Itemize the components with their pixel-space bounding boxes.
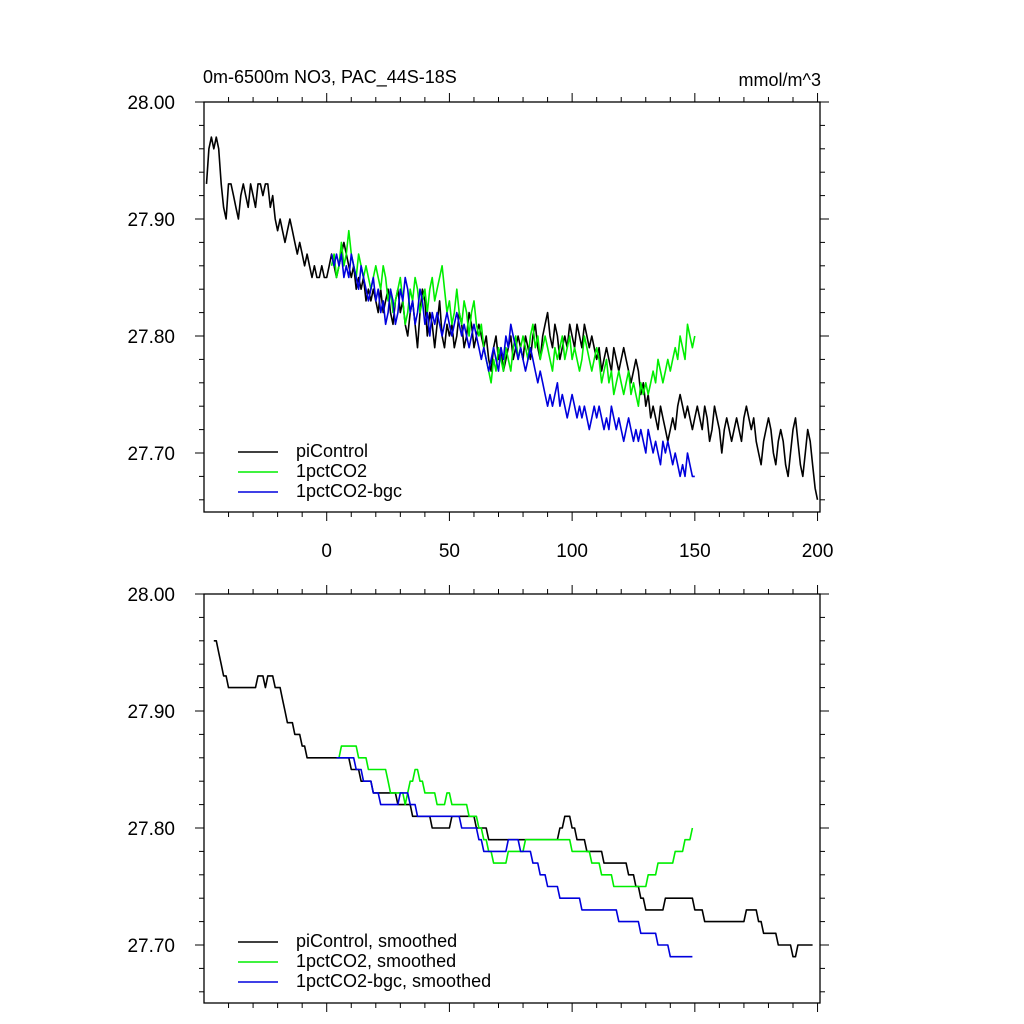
series-line-1: [330, 229, 696, 407]
legend-label-0: piControl: [296, 441, 368, 461]
y-tick-label: 28.00: [127, 585, 175, 606]
plot-frame: [203, 593, 821, 1004]
legend-label-1: 1pctCO2, smoothed: [296, 951, 456, 971]
x-tick-label: 50: [439, 541, 460, 562]
y-tick-label: 27.90: [127, 210, 175, 231]
y-tick-label: 27.70: [127, 936, 175, 957]
series-line-2: [330, 253, 695, 478]
legend-label-1: 1pctCO2: [296, 461, 367, 481]
legend-label-2: 1pctCO2-bgc, smoothed: [296, 971, 491, 991]
y-tick-label: 27.80: [127, 819, 175, 840]
legend-label-2: 1pctCO2-bgc: [296, 481, 402, 501]
top-panel: 0 50 100 150 200 28.00 27.90 27.80 27.70 piContro…: [127, 93, 833, 562]
x-tick-label: 0: [321, 541, 332, 562]
y-tick-label: 27.70: [127, 444, 175, 465]
series-line-0: [213, 640, 813, 958]
series-line-2: [336, 757, 693, 958]
y-tick-label: 28.00: [127, 93, 175, 114]
series-line-0: [205, 136, 819, 500]
x-tick-label: 100: [556, 541, 588, 562]
series-line-1: [336, 745, 694, 888]
legend-label-0: piControl, smoothed: [296, 931, 457, 951]
x-tick-label: 150: [679, 541, 711, 562]
x-tick-label: 200: [802, 541, 834, 562]
units-label: mmol/m^3: [739, 70, 821, 90]
chart-title: 0m-6500m NO3, PAC_44S-18S: [203, 67, 457, 88]
y-tick-label: 27.80: [127, 327, 175, 348]
plot-frame: [203, 101, 821, 513]
y-tick-label: 27.90: [127, 702, 175, 723]
